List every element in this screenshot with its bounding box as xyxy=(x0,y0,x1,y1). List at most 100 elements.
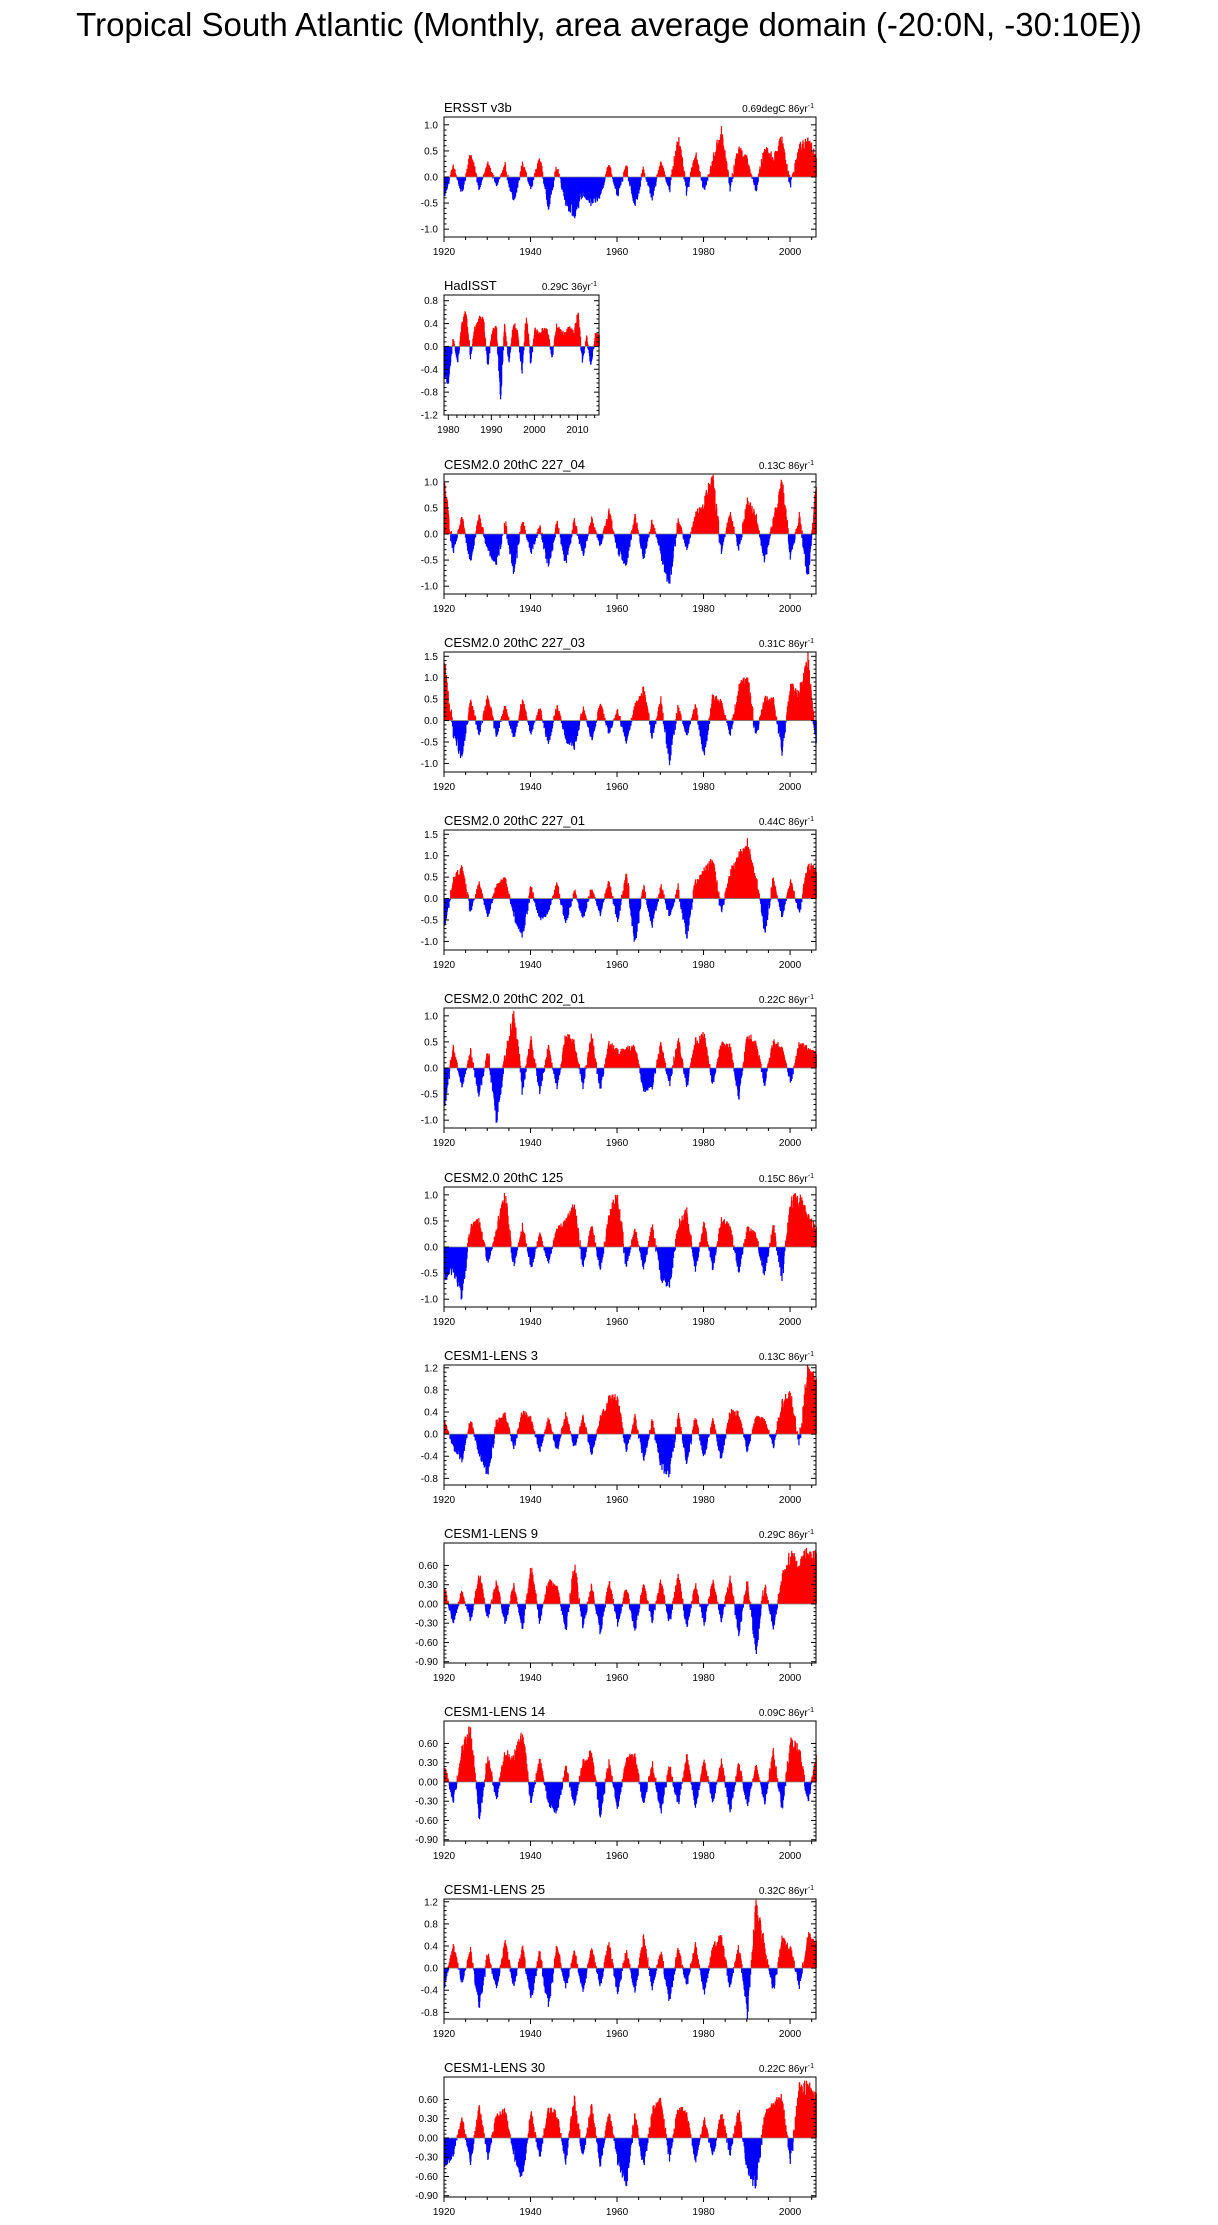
panel-title: HadISST xyxy=(444,278,497,293)
y-tick-label: 1.0 xyxy=(424,120,438,131)
bar-positive xyxy=(558,173,560,177)
bar-negative xyxy=(630,534,632,539)
bar-negative xyxy=(669,177,671,186)
chart-panel: CESM2.0 20thC 202_01 0.22C 86yr-1 1.0 0.5 0.… xyxy=(404,986,826,1156)
y-tick-label: 1.5 xyxy=(424,652,438,663)
bar-negative xyxy=(724,898,726,900)
bar-negative xyxy=(569,534,571,546)
bar-positive xyxy=(496,339,498,347)
bars-group xyxy=(444,126,817,219)
bar-positive xyxy=(794,531,796,534)
bar-negative xyxy=(527,898,529,904)
bar-positive xyxy=(770,887,772,899)
bar-positive xyxy=(553,345,555,347)
bar-negative xyxy=(531,177,534,186)
bar-positive xyxy=(675,894,677,899)
y-tick-label: -0.5 xyxy=(421,916,439,927)
bar-positive xyxy=(456,1062,458,1068)
bar-negative xyxy=(656,898,658,905)
bar-positive xyxy=(491,716,494,721)
bar-negative xyxy=(602,534,604,539)
trend-annotation: 0.22C 86yr-1 xyxy=(759,994,814,1006)
bar-negative xyxy=(788,177,790,182)
bar-negative xyxy=(482,177,484,179)
bar-positive xyxy=(449,174,451,177)
bar-negative xyxy=(784,720,786,733)
bar-positive xyxy=(475,173,477,177)
bar-negative xyxy=(534,898,536,902)
bar-negative xyxy=(692,898,694,903)
bar-negative xyxy=(541,534,543,540)
bars-group xyxy=(444,311,600,400)
bar-positive xyxy=(657,170,659,177)
y-tick-label: -0.8 xyxy=(421,388,439,399)
bar-positive xyxy=(502,1064,504,1068)
bar-negative xyxy=(673,720,676,725)
bar-negative xyxy=(741,534,743,538)
bar-positive xyxy=(611,520,613,534)
bar-negative xyxy=(757,177,759,183)
bar-negative xyxy=(493,720,495,729)
bar-negative xyxy=(612,898,614,905)
bar-negative xyxy=(718,534,720,543)
bar-positive xyxy=(541,165,543,177)
bar-positive xyxy=(619,716,621,721)
bar-positive xyxy=(690,531,692,534)
bar-positive xyxy=(770,526,772,534)
bar-positive xyxy=(787,173,789,177)
page-title: Tropical South Atlantic (Monthly, area a… xyxy=(76,6,1142,43)
bar-positive xyxy=(630,532,632,534)
bar-negative xyxy=(500,534,503,544)
panel-title: CESM2.0 20thC 202_01 xyxy=(444,991,585,1006)
bar-negative xyxy=(542,177,544,179)
bar-positive xyxy=(475,717,477,721)
bar-negative xyxy=(479,720,481,732)
bar-negative xyxy=(673,720,675,735)
bar-positive xyxy=(580,713,582,721)
y-tick-label: 0.4 xyxy=(424,319,438,330)
bar-positive xyxy=(681,158,684,177)
bar-positive xyxy=(733,526,735,534)
bar-negative xyxy=(753,720,755,726)
bar-negative xyxy=(653,720,655,728)
bar-negative xyxy=(552,346,554,348)
bar-positive xyxy=(680,715,682,721)
bar-negative xyxy=(551,720,553,733)
bar-positive xyxy=(586,718,588,721)
y-tick-label: 0.0 xyxy=(424,894,438,905)
bar-positive xyxy=(575,897,578,899)
bar-negative xyxy=(785,898,787,901)
bar-positive xyxy=(787,527,789,534)
bar-positive xyxy=(812,709,814,721)
bar-positive xyxy=(610,167,612,177)
bar-positive xyxy=(532,892,534,899)
chart-panel: CESM2.0 20thC 227_01 0.44C 86yr-1 1.5 1.0 0.… xyxy=(404,808,826,978)
bar-negative xyxy=(757,720,760,729)
bar-negative xyxy=(707,720,709,735)
bar-negative xyxy=(471,346,473,351)
bar-positive xyxy=(593,895,595,899)
bar-negative xyxy=(535,534,537,537)
bar-positive xyxy=(482,896,484,899)
bar-positive xyxy=(610,173,612,177)
y-tick-label: -0.4 xyxy=(421,365,439,376)
bar-positive xyxy=(644,891,646,899)
bar-negative xyxy=(756,177,759,185)
bar-positive xyxy=(775,716,777,721)
panel-title: ERSST v3b xyxy=(444,100,512,115)
bar-positive xyxy=(575,894,577,899)
bar-positive xyxy=(455,175,458,177)
bar-negative xyxy=(664,898,666,900)
y-tick-label: 1.0 xyxy=(424,477,438,488)
bar-negative xyxy=(785,898,787,901)
bar-negative xyxy=(646,898,648,905)
bar-positive xyxy=(643,170,645,177)
bar-positive xyxy=(596,532,598,534)
bar-positive xyxy=(504,1058,506,1068)
bar-negative xyxy=(475,534,477,538)
bar-negative xyxy=(518,534,520,543)
bar-negative xyxy=(465,1068,468,1070)
y-tick-label: 0.0 xyxy=(424,342,438,353)
bar-negative xyxy=(554,534,556,538)
bar-positive xyxy=(492,717,494,721)
